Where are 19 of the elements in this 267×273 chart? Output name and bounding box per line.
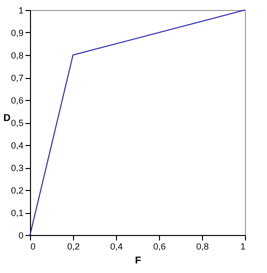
y-tick-label: 0,2	[10, 186, 24, 196]
y-tick-label: 0,7	[10, 73, 24, 83]
x-axis-title: F	[134, 256, 142, 266]
x-tick-label: 0,2	[67, 242, 80, 252]
y-tick-label: 0,5	[10, 118, 24, 128]
y-tick-label: 0	[18, 230, 24, 240]
x-tick-label: 0,6	[153, 242, 166, 252]
y-tick-label: 0,8	[10, 50, 24, 60]
y-tick-label: 0,4	[10, 140, 24, 150]
x-tick-label: 0,4	[110, 242, 123, 252]
y-tick-label: 1	[18, 6, 24, 16]
x-tick-label: 1	[240, 242, 246, 252]
y-tick-label: 0,9	[10, 28, 24, 38]
x-tick-label: 0,8	[196, 242, 209, 252]
y-tick-label: 0,6	[10, 96, 24, 106]
y-tick-label: 0,3	[10, 163, 24, 173]
y-tick-label: 0,1	[10, 208, 24, 218]
x-tick-label: 0	[30, 242, 36, 252]
y-axis-title: D	[3, 113, 11, 124]
